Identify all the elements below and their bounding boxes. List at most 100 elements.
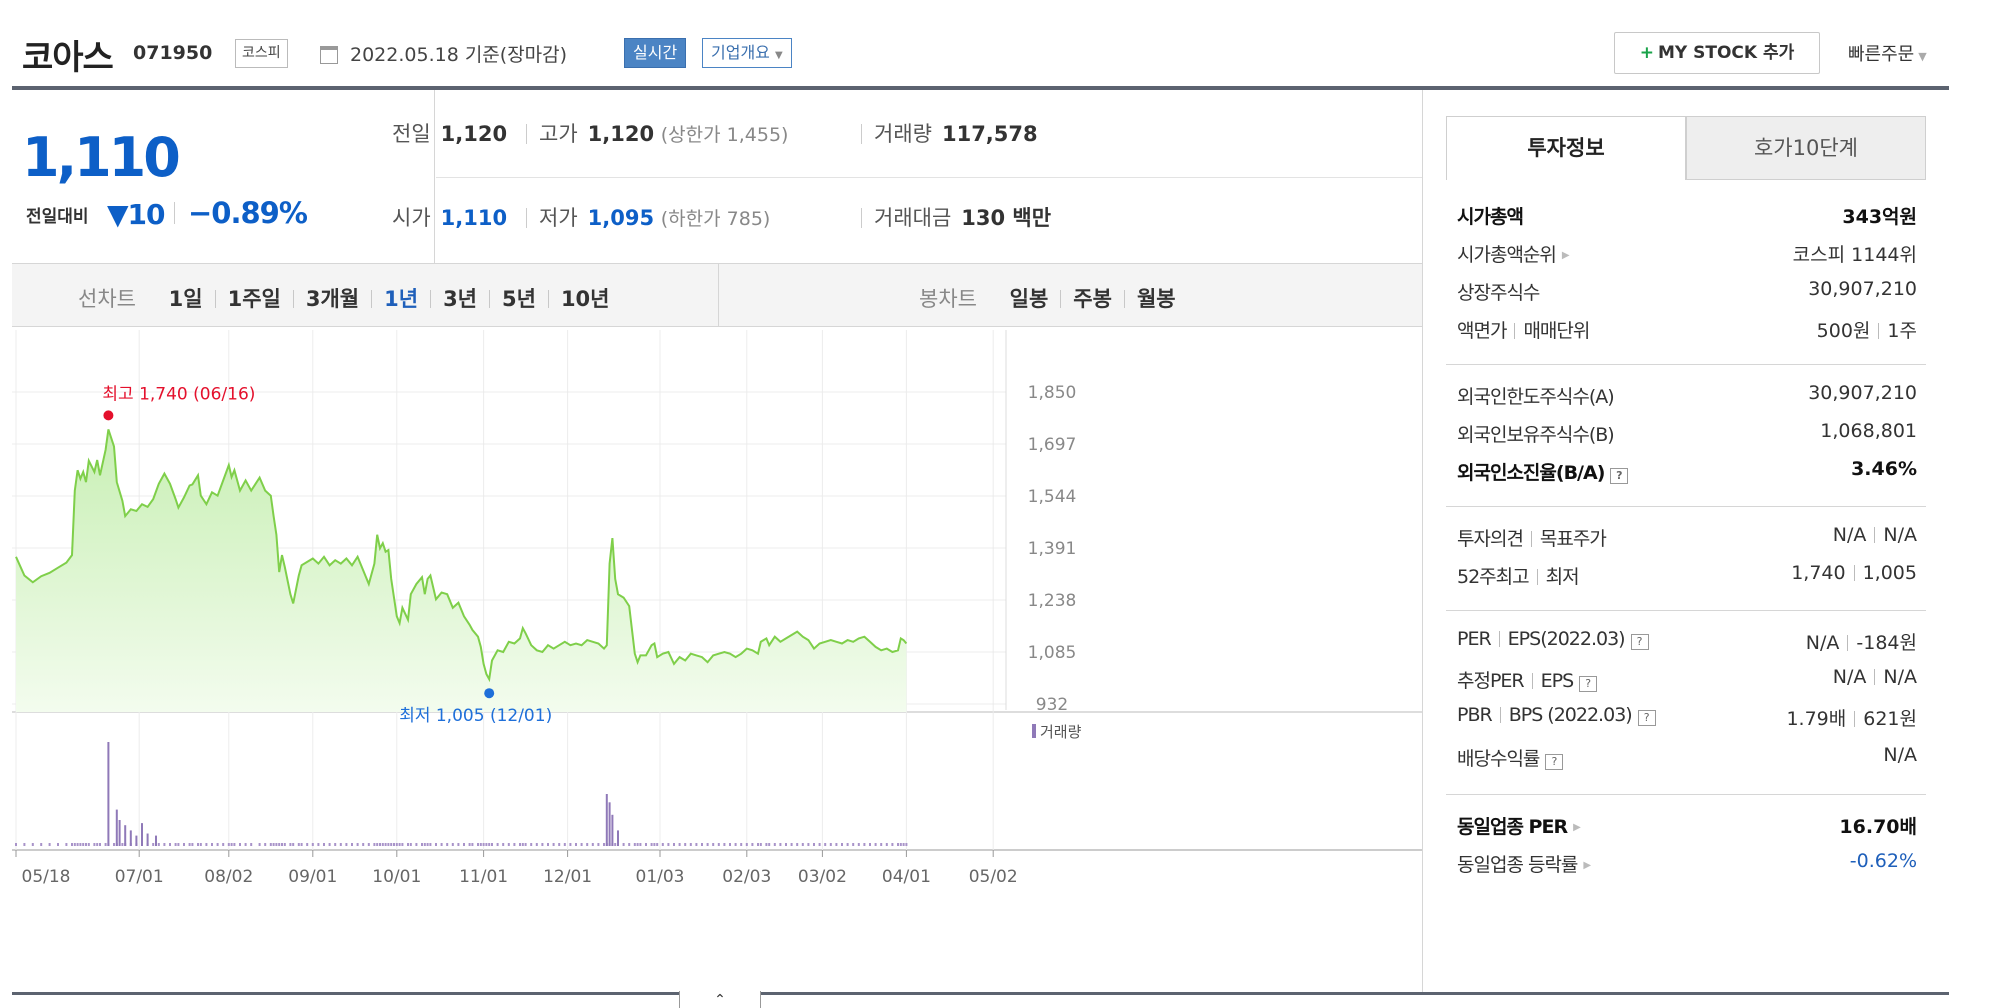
tab-separator xyxy=(430,290,432,308)
volume-bar xyxy=(334,843,337,846)
help-icon[interactable]: ? xyxy=(1610,468,1629,484)
quick-order-label: 빠른주문 xyxy=(1848,44,1915,65)
info-key: PER EPS(2022.03)? xyxy=(1457,628,1649,650)
volume-bar xyxy=(85,843,87,846)
tab-period-2[interactable]: 3개월 xyxy=(305,287,360,311)
help-icon[interactable]: ? xyxy=(1579,676,1598,692)
volume-bar xyxy=(521,843,524,846)
info-value: 코스피 1144위 xyxy=(1793,240,1917,267)
info-key-1: PBR xyxy=(1457,704,1493,726)
volume-bar xyxy=(395,843,398,846)
tab-candle-2[interactable]: 월봉 xyxy=(1136,287,1176,311)
info-value-text: 16.70배 xyxy=(1839,816,1917,838)
volume-bar xyxy=(390,843,393,846)
volume-bar xyxy=(292,843,295,846)
volume-bar xyxy=(104,843,107,846)
volume-bar xyxy=(157,843,160,846)
info-key-text[interactable]: 시가총액순위 xyxy=(1457,244,1557,266)
info-key-1: PER xyxy=(1457,628,1492,650)
chevron-down-icon: ▼ xyxy=(774,50,783,61)
help-icon[interactable]: ? xyxy=(1637,710,1656,726)
caret-right-icon[interactable]: ▶ xyxy=(1561,250,1570,261)
tab-invest-info[interactable]: 투자정보 xyxy=(1446,116,1686,180)
info-key-text: 시가총액 xyxy=(1457,206,1524,228)
price-line xyxy=(15,429,908,683)
volume-bar xyxy=(121,843,124,846)
volume-bar xyxy=(639,843,642,846)
company-overview-button[interactable]: 기업개요 ▼ xyxy=(702,38,792,68)
caret-right-icon[interactable]: ▶ xyxy=(1583,860,1591,871)
volume-bar xyxy=(605,794,608,846)
volume-bar xyxy=(367,843,370,846)
volume-bar xyxy=(796,843,799,846)
info-key-1: 투자의견 xyxy=(1457,528,1524,550)
info-key-text[interactable]: 동일업종 PER xyxy=(1457,816,1568,838)
amount-cell: 거래대금 130 백만 xyxy=(861,202,1051,232)
tab-period-5[interactable]: 5년 xyxy=(502,287,536,311)
info-value-1: N/A xyxy=(1832,666,1867,688)
info-value: 1,068,801 xyxy=(1820,420,1917,442)
low-value: 1,095 xyxy=(587,206,655,230)
realtime-button[interactable]: 실시간 xyxy=(624,38,687,68)
volume-bar xyxy=(376,843,379,846)
cell-separator xyxy=(861,208,862,228)
volume-bar xyxy=(40,843,43,846)
tab-period-0[interactable]: 1일 xyxy=(168,287,203,311)
high-label: 최고 1,740 (06/16) xyxy=(102,384,255,404)
volume-bar xyxy=(328,843,331,846)
volume-bar xyxy=(429,843,432,846)
info-value-2: N/A xyxy=(1883,524,1917,546)
value-separator xyxy=(1847,635,1849,651)
volume-bar xyxy=(323,843,325,846)
tab-period-4[interactable]: 3년 xyxy=(443,287,477,311)
caret-right-icon[interactable]: ▶ xyxy=(1573,822,1581,833)
tab-hoga-10[interactable]: 호가10단계 xyxy=(1686,116,1926,180)
volume-bar xyxy=(57,843,59,846)
info-key-text: 외국인한도주식수(A) xyxy=(1457,386,1615,408)
add-mystock-button[interactable]: + MY STOCK 추가 xyxy=(1614,32,1820,74)
volume-bar xyxy=(281,843,283,846)
side-bottom-divider xyxy=(1422,992,1949,995)
info-row: 투자의견 목표주가 N/A N/A xyxy=(1457,524,1917,554)
help-icon[interactable]: ? xyxy=(1545,754,1564,770)
tab-candle-1[interactable]: 주봉 xyxy=(1073,287,1112,311)
info-key: 시가총액순위 ▶ xyxy=(1457,240,1570,267)
low-label: 저가 xyxy=(539,206,578,230)
volume-bar xyxy=(188,843,191,846)
info-value-1: N/A xyxy=(1832,524,1867,546)
tab-period-1[interactable]: 1주일 xyxy=(227,287,281,311)
volume-bar xyxy=(426,843,429,846)
volume-bar xyxy=(387,843,390,846)
volume-bar xyxy=(345,843,348,846)
info-key-1: 추정PER xyxy=(1457,670,1525,692)
volume-bar xyxy=(398,843,401,846)
y-tick-label: 1,085 xyxy=(1028,643,1077,663)
volume-bar xyxy=(813,843,815,846)
y-tick-label: 1,544 xyxy=(1028,487,1077,507)
volume-bar xyxy=(745,843,748,846)
help-icon[interactable]: ? xyxy=(1630,634,1649,650)
info-key: 외국인보유주식수(B) xyxy=(1457,420,1615,447)
volume-bar xyxy=(289,843,292,846)
tab-separator xyxy=(1060,290,1062,308)
volume-bar xyxy=(899,843,902,846)
info-row: 시가총액 343억원 xyxy=(1457,202,1917,232)
market-badge: 코스피 xyxy=(235,39,288,68)
volume-bar xyxy=(82,843,85,846)
info-value-2: 1주 xyxy=(1887,320,1917,342)
collapse-button[interactable]: ⌃ xyxy=(679,991,761,1008)
volume-bar xyxy=(339,843,342,846)
volume-bar xyxy=(23,843,26,846)
info-key-1: 52주최고 xyxy=(1457,566,1530,588)
info-key-text[interactable]: 동일업종 등락률 xyxy=(1457,854,1578,876)
volume-bar xyxy=(351,843,353,846)
quick-order-menu[interactable]: 빠른주문 ▼ xyxy=(1848,40,1927,66)
tab-candle-0[interactable]: 일봉 xyxy=(1009,287,1049,311)
volume-bar xyxy=(197,843,199,846)
tab-period-3[interactable]: 1년 xyxy=(384,287,419,311)
tab-period-6[interactable]: 10년 xyxy=(560,287,610,311)
info-value-1: 500원 xyxy=(1816,320,1871,342)
volume-bar xyxy=(107,742,110,846)
info-key: 추정PER EPS? xyxy=(1457,666,1598,693)
info-value: 30,907,210 xyxy=(1808,382,1917,404)
